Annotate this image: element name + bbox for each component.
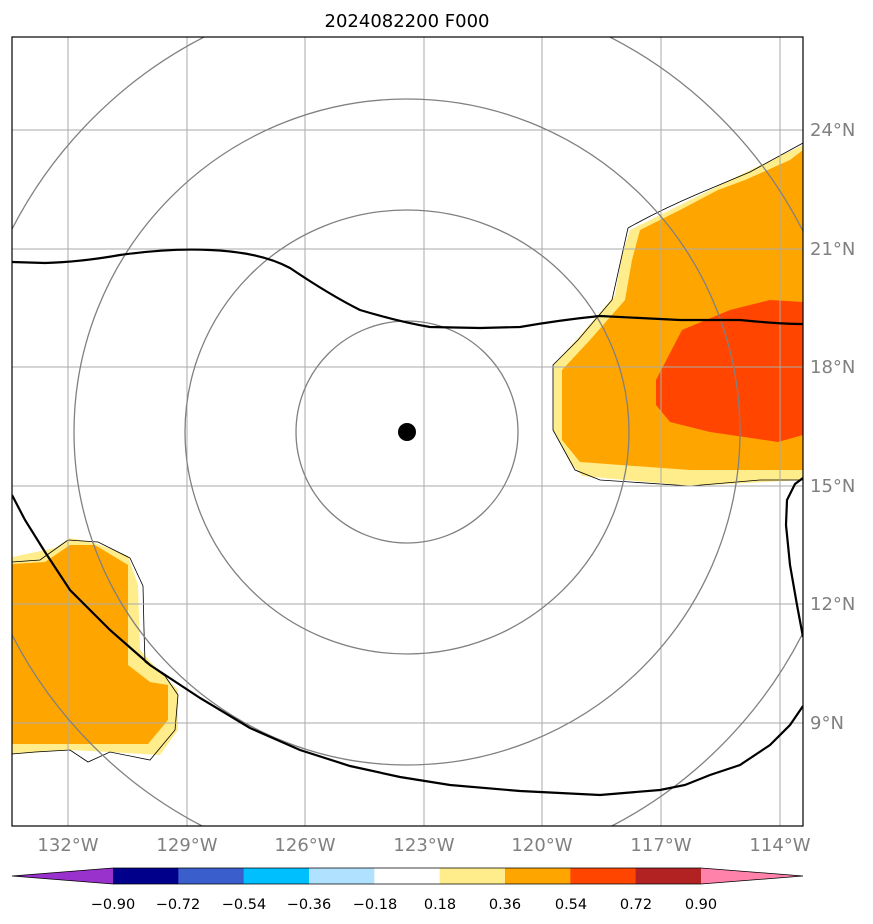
map-area bbox=[12, 37, 803, 826]
contour-line bbox=[552, 227, 803, 487]
contour-line bbox=[784, 477, 803, 638]
lat-label: 21°N bbox=[810, 239, 855, 260]
colorbar-outline bbox=[11, 867, 804, 885]
lat-label: 24°N bbox=[810, 120, 855, 141]
field-region-east bbox=[553, 145, 803, 486]
map-title: 2024082200 F000 bbox=[325, 11, 490, 32]
colorbar-tick-labels: −0.90 −0.72 −0.54 −0.36 −0.18 0.18 0.36 … bbox=[91, 897, 717, 913]
colorbar-segment bbox=[374, 868, 441, 884]
contour-line bbox=[12, 494, 803, 797]
lon-label: 132°W bbox=[37, 835, 98, 856]
lon-label: 126°W bbox=[274, 835, 335, 856]
colorbar-tick-label: 0.54 bbox=[555, 897, 587, 913]
colorbar-segment bbox=[113, 868, 179, 884]
range-ring bbox=[73, 98, 741, 766]
contour-line bbox=[627, 142, 803, 229]
lat-label: 9°N bbox=[810, 713, 844, 734]
lon-label: 129°W bbox=[156, 835, 217, 856]
colorbar-extend-high bbox=[701, 868, 803, 884]
graticule bbox=[12, 37, 803, 826]
colorbar-segment bbox=[635, 868, 702, 884]
lon-label: 117°W bbox=[630, 835, 691, 856]
colorbar-tick-label: 0.36 bbox=[489, 897, 521, 913]
lon-label: 123°W bbox=[393, 835, 454, 856]
colorbar-segment bbox=[439, 868, 506, 884]
lon-axis-labels: 132°W 129°W 126°W 123°W 120°W 117°W 114°… bbox=[37, 835, 810, 856]
lat-label: 15°N bbox=[810, 476, 855, 497]
lat-axis-labels: 9°N 12°N 15°N 18°N 21°N 24°N bbox=[810, 120, 855, 734]
colorbar bbox=[11, 867, 804, 885]
colorbar-tick-label: −0.18 bbox=[353, 897, 397, 913]
colorbar-tick-label: 0.72 bbox=[620, 897, 652, 913]
lon-label: 114°W bbox=[749, 835, 810, 856]
thick-contours bbox=[12, 248, 803, 797]
range-ring bbox=[295, 320, 519, 544]
lat-label: 12°N bbox=[810, 594, 855, 615]
colorbar-segment bbox=[178, 868, 245, 884]
colorbar-segment bbox=[243, 868, 310, 884]
colorbar-tick-label: 0.90 bbox=[685, 897, 717, 913]
colorbar-tick-label: 0.18 bbox=[424, 897, 456, 913]
lat-label: 18°N bbox=[810, 357, 855, 378]
storm-center-dot bbox=[398, 423, 416, 441]
colorbar-extend-low bbox=[12, 868, 113, 884]
colorbar-segment bbox=[309, 868, 375, 884]
lon-label: 120°W bbox=[511, 835, 572, 856]
range-rings bbox=[12, 37, 803, 826]
map-frame bbox=[11, 36, 804, 827]
colorbar-tick-label: −0.54 bbox=[222, 897, 266, 913]
contour-line bbox=[12, 248, 803, 330]
colorbar-tick-label: −0.90 bbox=[91, 897, 135, 913]
range-ring bbox=[184, 209, 630, 655]
colorbar-segment bbox=[505, 868, 571, 884]
colorbar-tick-label: −0.72 bbox=[156, 897, 200, 913]
colorbar-tick-label: −0.36 bbox=[287, 897, 331, 913]
colorbar-segment bbox=[570, 868, 637, 884]
